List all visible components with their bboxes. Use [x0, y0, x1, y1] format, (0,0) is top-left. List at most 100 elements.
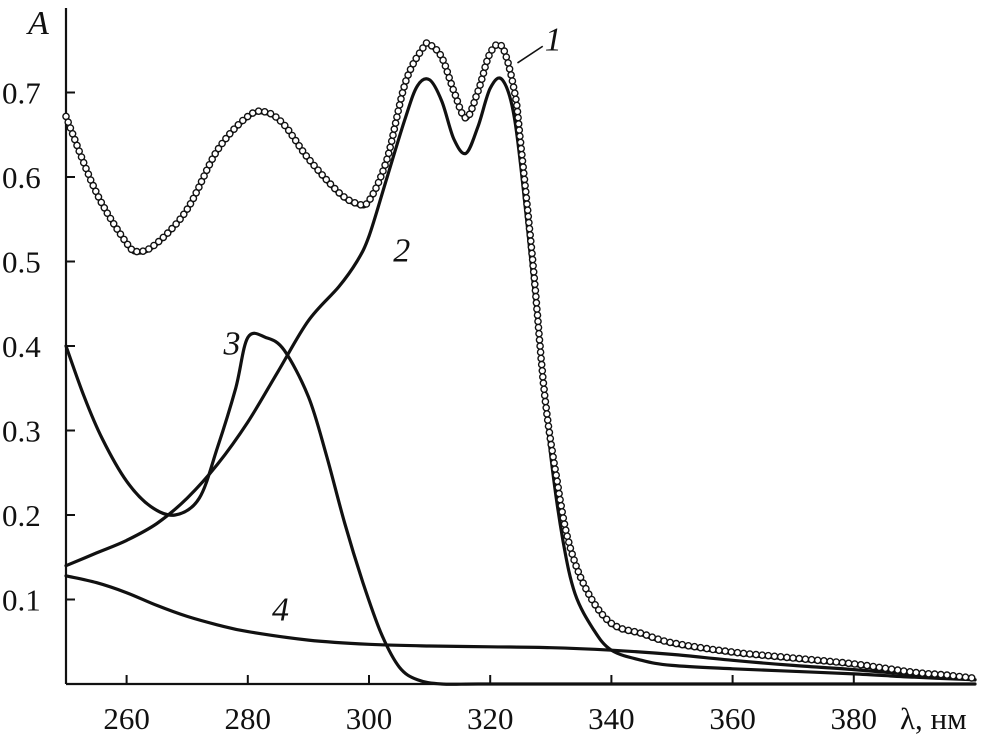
curve-label-1: 1 — [545, 21, 562, 58]
series-1-marker — [306, 156, 314, 165]
series-1-marker — [556, 495, 564, 504]
series-1-marker — [518, 157, 527, 165]
series-1-marker — [523, 206, 532, 214]
series-1-marker — [554, 483, 563, 492]
series-1-marker — [536, 348, 545, 357]
series-1-marker — [758, 651, 767, 660]
series-1-marker — [326, 180, 335, 188]
series-1-marker — [739, 649, 748, 658]
series-1-marker — [538, 366, 547, 375]
series-1-marker — [881, 664, 890, 673]
series-1-marker — [875, 663, 884, 672]
series-1-marker — [318, 171, 327, 179]
series-1-marker — [214, 144, 223, 153]
series-1-marker — [218, 139, 226, 148]
series-1-marker — [391, 119, 400, 127]
series-1-marker — [390, 125, 399, 133]
series-1-marker — [918, 669, 927, 678]
series-1-marker — [387, 137, 396, 145]
series-1-marker — [288, 131, 297, 140]
series-1-marker — [529, 268, 538, 276]
series-1-marker — [150, 241, 158, 250]
series-1-marker — [630, 627, 639, 636]
series-1-marker — [783, 653, 791, 662]
series-1-marker — [272, 113, 280, 121]
series-1-marker — [340, 193, 348, 201]
series-1-marker — [159, 233, 168, 242]
series-1-marker — [504, 59, 512, 67]
series-1-marker — [746, 650, 754, 658]
series-1-marker — [225, 129, 234, 138]
series-1-marker — [943, 671, 951, 679]
series-1-marker — [555, 489, 563, 498]
series-1-marker — [522, 194, 531, 202]
series-1-marker — [516, 138, 525, 147]
series-1-marker — [393, 113, 401, 121]
series-1-marker — [539, 379, 548, 387]
y-axis-title: A — [26, 5, 49, 42]
series-1-marker — [397, 95, 405, 103]
y-ticks: 0.1 0.2 0.3 0.4 0.5 0.6 0.7 — [2, 76, 75, 618]
series-1-marker — [427, 42, 436, 50]
series-1-marker — [598, 610, 607, 619]
series-1-marker — [310, 161, 318, 170]
series-1-markers — [62, 39, 976, 682]
series-1-marker — [477, 75, 486, 83]
series-1-marker — [703, 644, 711, 653]
series-1-marker — [389, 131, 397, 139]
series-1-marker — [362, 200, 371, 208]
series-1-marker — [844, 659, 853, 668]
series-1-marker — [540, 385, 548, 394]
series-1-marker — [522, 187, 530, 196]
series-1-marker — [525, 224, 534, 233]
series-1-marker — [696, 643, 705, 652]
series-1-marker — [515, 126, 524, 134]
x-tick-label: 300 — [346, 701, 393, 736]
series-1-marker — [535, 329, 543, 338]
x-tick-label: 280 — [225, 701, 272, 736]
series-1-marker — [530, 274, 539, 282]
series-1-marker — [607, 619, 616, 628]
series-1-marker — [531, 280, 539, 289]
series-1-marker — [537, 360, 546, 369]
series-1-marker — [109, 219, 118, 228]
series-1-marker — [172, 220, 180, 228]
x-tick-label: 380 — [831, 701, 878, 736]
series-1-marker — [789, 654, 797, 662]
series-1-marker — [937, 670, 945, 679]
series-1-marker — [906, 668, 914, 676]
series-1-marker — [591, 601, 599, 609]
series-1-marker — [514, 113, 522, 122]
series-1-marker — [243, 112, 252, 121]
series-1-marker — [826, 657, 834, 666]
series-1-marker — [523, 200, 531, 208]
series-1-marker — [520, 175, 529, 184]
series-1-marker — [869, 662, 878, 671]
series-1-marker — [254, 107, 263, 115]
series-1-marker — [419, 44, 427, 52]
series-1-marker — [893, 666, 902, 674]
series-3-line — [64, 331, 977, 686]
series-1-marker — [540, 391, 549, 400]
y-tick-label: 0.1 — [2, 583, 41, 618]
series-4-line — [64, 574, 977, 682]
curve-label-1-leader — [517, 45, 544, 64]
series-1-marker — [559, 514, 568, 522]
series-1-marker — [168, 224, 176, 233]
y-tick-label: 0.4 — [2, 329, 41, 364]
series-1-marker — [550, 459, 558, 467]
series-1-marker — [521, 181, 529, 190]
series-1-marker — [103, 209, 112, 217]
x-tick-label: 360 — [709, 701, 756, 736]
series-1-marker — [179, 210, 188, 219]
series-2-line — [64, 76, 977, 682]
x-tick-label: 260 — [103, 701, 150, 736]
series-1-marker — [553, 477, 562, 486]
series-1-marker — [537, 354, 545, 363]
series-1-marker — [545, 428, 554, 437]
series-1-marker — [594, 606, 603, 614]
series-1-marker — [533, 311, 542, 320]
series-1-marker — [302, 152, 311, 160]
series-1-marker — [536, 342, 544, 350]
series-1-marker — [510, 89, 519, 97]
